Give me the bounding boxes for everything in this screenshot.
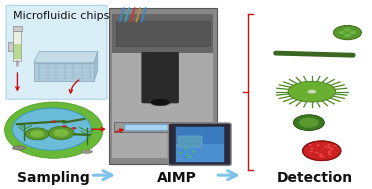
Text: Detection: Detection	[276, 170, 352, 184]
Ellipse shape	[189, 157, 192, 158]
Ellipse shape	[330, 147, 334, 149]
Ellipse shape	[322, 156, 325, 157]
FancyBboxPatch shape	[6, 5, 107, 99]
Ellipse shape	[180, 152, 182, 153]
Polygon shape	[33, 51, 98, 63]
Ellipse shape	[334, 145, 337, 147]
Ellipse shape	[303, 141, 341, 160]
Ellipse shape	[344, 28, 351, 31]
Ellipse shape	[327, 152, 331, 153]
Ellipse shape	[319, 156, 323, 157]
Ellipse shape	[4, 102, 103, 158]
FancyArrow shape	[17, 61, 18, 66]
Ellipse shape	[330, 148, 333, 150]
Ellipse shape	[62, 125, 67, 127]
Ellipse shape	[48, 126, 74, 139]
Ellipse shape	[299, 118, 319, 128]
Bar	[14, 44, 21, 59]
Polygon shape	[94, 51, 98, 81]
Ellipse shape	[72, 127, 76, 129]
Ellipse shape	[317, 145, 320, 146]
Ellipse shape	[307, 90, 317, 94]
Bar	[13, 26, 22, 31]
Ellipse shape	[310, 151, 313, 152]
Ellipse shape	[350, 31, 356, 34]
Ellipse shape	[308, 144, 312, 146]
Ellipse shape	[192, 151, 195, 153]
Ellipse shape	[12, 146, 25, 150]
Bar	[109, 8, 217, 164]
Bar	[153, 53, 167, 76]
Ellipse shape	[319, 154, 323, 156]
Ellipse shape	[294, 115, 324, 131]
Polygon shape	[33, 63, 94, 81]
Bar	[8, 42, 13, 51]
Ellipse shape	[310, 148, 314, 149]
Bar	[112, 14, 214, 53]
FancyBboxPatch shape	[142, 52, 179, 103]
Bar	[176, 127, 224, 162]
Bar	[178, 136, 202, 147]
Ellipse shape	[52, 121, 56, 123]
Ellipse shape	[327, 144, 330, 146]
Ellipse shape	[288, 81, 336, 102]
Bar	[112, 14, 214, 158]
Ellipse shape	[339, 31, 345, 34]
Bar	[176, 144, 224, 162]
Ellipse shape	[328, 146, 331, 148]
Text: Sampling: Sampling	[17, 170, 90, 184]
Ellipse shape	[344, 34, 351, 37]
Bar	[116, 21, 210, 46]
Ellipse shape	[328, 154, 331, 156]
Ellipse shape	[328, 151, 331, 152]
Ellipse shape	[12, 108, 92, 150]
Ellipse shape	[185, 148, 187, 150]
Ellipse shape	[150, 98, 170, 106]
Ellipse shape	[318, 153, 322, 155]
Ellipse shape	[315, 152, 318, 153]
Ellipse shape	[333, 26, 361, 40]
Ellipse shape	[81, 150, 92, 153]
FancyBboxPatch shape	[168, 123, 231, 165]
Bar	[114, 122, 214, 132]
Ellipse shape	[30, 130, 44, 138]
Ellipse shape	[186, 155, 189, 156]
Bar	[13, 31, 22, 61]
Bar	[124, 124, 167, 130]
Ellipse shape	[26, 128, 49, 140]
Text: AIMP: AIMP	[157, 170, 197, 184]
Ellipse shape	[54, 129, 69, 137]
Ellipse shape	[324, 146, 327, 148]
Text: Microfluidic chips: Microfluidic chips	[13, 11, 109, 21]
